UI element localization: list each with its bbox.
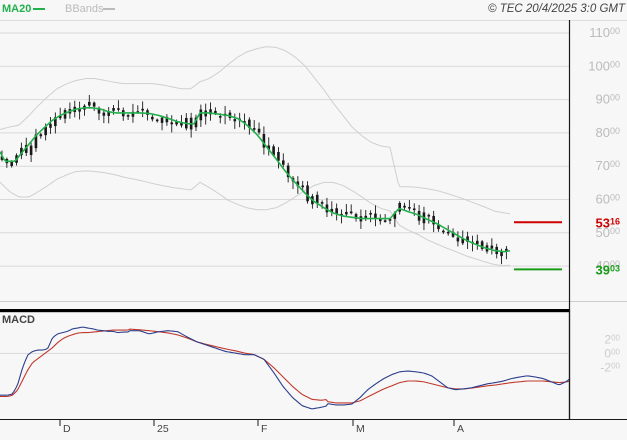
svg-text:25: 25 (157, 423, 169, 435)
svg-text:BBands: BBands (65, 3, 104, 15)
svg-text:M: M (356, 423, 365, 435)
svg-text:F: F (261, 423, 267, 435)
svg-text:D: D (63, 423, 71, 435)
svg-text:A: A (457, 423, 464, 435)
svg-text:© TEC 20/4/2025 3:0 GMT: © TEC 20/4/2025 3:0 GMT (488, 3, 626, 15)
svg-text:MA20: MA20 (2, 3, 31, 15)
svg-text:MACD: MACD (2, 314, 35, 326)
